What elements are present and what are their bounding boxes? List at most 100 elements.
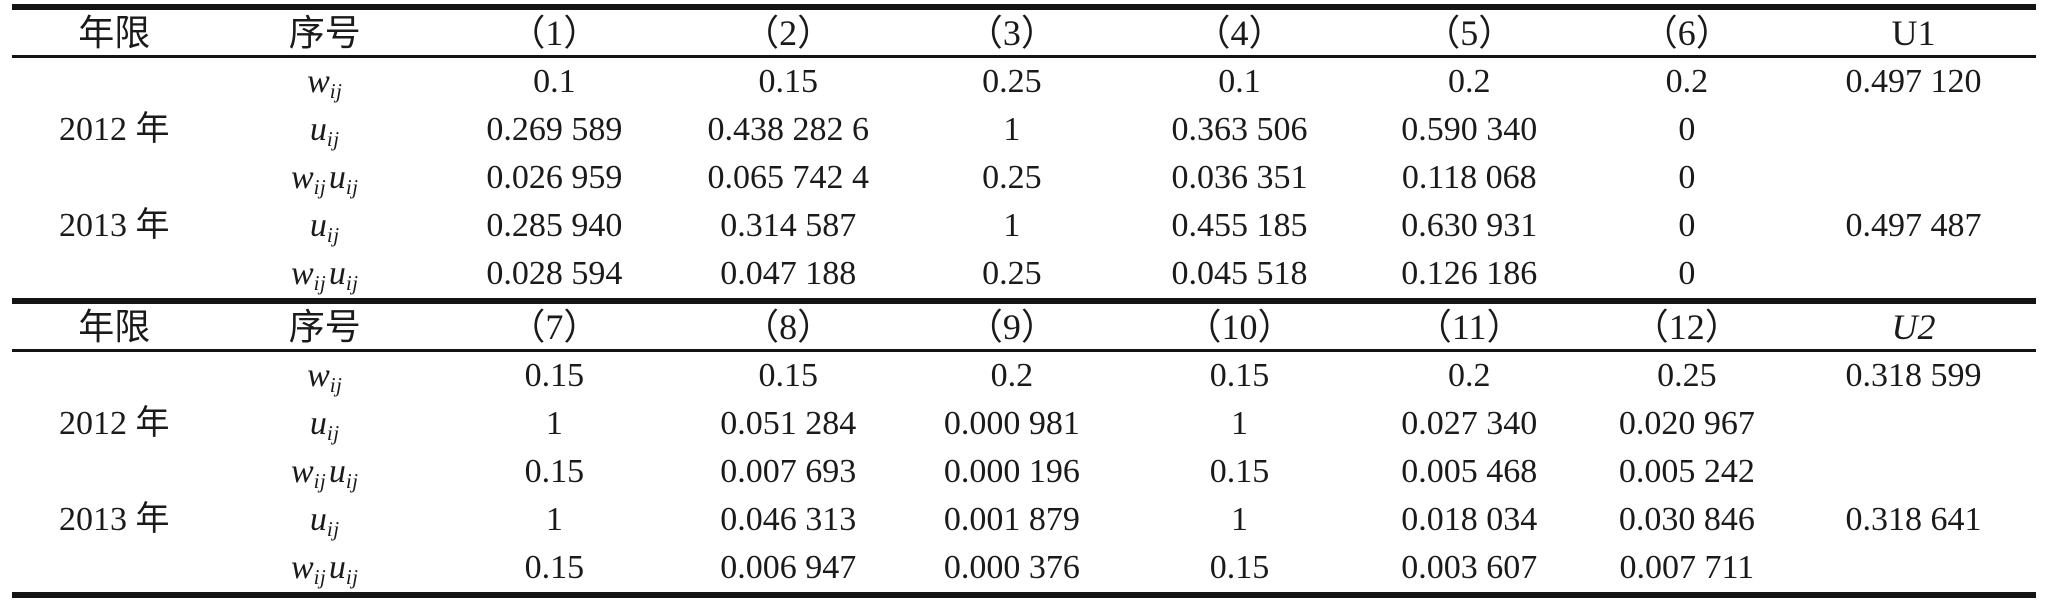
header-row: 年限 序号 （7） （8） （9） （10） （11） （12） U2 [12, 304, 2036, 352]
value-cell-4: 1 [1231, 405, 1249, 442]
column-header-7: （12） [1632, 306, 1741, 347]
value-cell-3: 0.000 981 [943, 405, 1080, 442]
year-cell: 2012 年 [58, 111, 170, 148]
value-cell-5: 0.027 340 [1401, 405, 1538, 442]
row-label-cell: wijuij [216, 255, 433, 295]
value-cell-2: 0.047 188 [720, 255, 857, 292]
value-cell-1: 0.15 [524, 549, 585, 586]
math-var-wu: wijuij [290, 255, 359, 295]
math-var-wu: wijuij [290, 549, 359, 589]
header-row: 年限 序号 （1） （2） （3） （4） （5） （6） U1 [12, 10, 2036, 58]
table-row: wij 0.1 0.15 0.25 0.1 0.2 0.2 0.497 120 [12, 58, 2036, 106]
math-var-u: uij [309, 405, 340, 445]
table-section-lower: 年限 序号 （7） （8） （9） （10） （11） （12） U2 wij 0.15 0.15 0.… [12, 304, 2036, 592]
value-cell-2: 0.007 693 [720, 453, 857, 490]
u-value-cell: 0.497 487 [1845, 207, 1982, 244]
column-header-4: （3） [966, 12, 1057, 53]
math-var-w: wij [307, 63, 343, 103]
value-cell-6: 0 [1678, 159, 1696, 196]
value-cell-4: 0.1 [1218, 63, 1261, 100]
table-row: wijuij 0.026 959 0.065 742 4 0.25 0.036 351 0… [12, 154, 2036, 202]
table-row: 2012 年 uij 0.269 589 0.438 282 6 1 0.363 506 0… [12, 106, 2036, 154]
membership-weights-table: 年限 序号 （1） （2） （3） （4） （5） （6） U1 wij 0.1 0.15 0.25 0.… [12, 4, 2036, 598]
row-label-cell: wij [216, 63, 433, 103]
column-header-6: （11） [1415, 306, 1523, 347]
column-header-u: U2 [1891, 306, 1936, 347]
value-cell-4: 0.363 506 [1171, 111, 1308, 148]
column-header-7: （6） [1641, 12, 1732, 53]
year-cell: 2013 年 [58, 501, 170, 538]
column-header-6: （5） [1424, 12, 1515, 53]
row-label-cell: wij [216, 359, 433, 396]
value-cell-2: 0.065 742 4 [707, 159, 869, 196]
u-value-cell: 0.318 599 [1845, 357, 1982, 394]
value-cell-3: 0.000 196 [943, 453, 1080, 490]
value-cell-4: 0.15 [1209, 549, 1270, 586]
row-label-cell: uij [216, 405, 433, 445]
table-row: wij 0.15 0.15 0.2 0.15 0.2 0.25 0.318 599 [12, 352, 2036, 400]
value-cell-5: 0.2 [1447, 63, 1491, 100]
value-cell-4: 0.045 518 [1171, 255, 1308, 292]
value-cell-5: 0.630 931 [1401, 207, 1538, 244]
value-cell-5: 0.2 [1447, 357, 1491, 394]
value-cell-3: 0.25 [982, 255, 1042, 292]
value-cell-6: 0 [1678, 207, 1696, 244]
value-cell-5: 0.005 468 [1401, 453, 1538, 490]
year-cell: 2013 年 [58, 207, 170, 244]
value-cell-4: 1 [1231, 501, 1249, 538]
value-cell-1: 1 [545, 405, 563, 442]
value-cell-3: 1 [1003, 207, 1021, 244]
u-value-cell: 0.497 120 [1845, 63, 1982, 100]
value-cell-4: 0.036 351 [1171, 159, 1308, 196]
value-cell-6: 0.2 [1665, 63, 1709, 100]
value-cell-3: 0.25 [982, 63, 1042, 100]
value-cell-3: 0.2 [990, 357, 1034, 394]
year-cell: 2012 年 [58, 405, 170, 442]
value-cell-5: 0.018 034 [1401, 501, 1538, 538]
value-cell-6: 0.25 [1657, 357, 1717, 394]
value-cell-1: 0.15 [524, 357, 585, 394]
table-row: wijuij 0.028 594 0.047 188 0.25 0.045 518 0.1… [12, 250, 2036, 298]
value-cell-3: 0.001 879 [943, 501, 1080, 538]
row-label-cell: wijuij [216, 455, 433, 492]
value-cell-2: 0.314 587 [720, 207, 857, 244]
table-row: 2012 年 uij 1 0.051 284 0.000 981 1 0.027 340 0.… [12, 400, 2036, 448]
value-cell-3: 0.25 [982, 159, 1042, 196]
row-label-cell: uij [216, 501, 433, 541]
row-label-cell: uij [216, 113, 433, 150]
column-header-2: （1） [509, 12, 600, 53]
value-cell-6: 0.005 242 [1618, 453, 1755, 490]
value-cell-1: 0.285 940 [486, 207, 623, 244]
table-row: 2013 年 uij 1 0.046 313 0.001 879 1 0.018 034 0.… [12, 496, 2036, 544]
value-cell-2: 0.051 284 [720, 405, 857, 442]
column-header-5: （4） [1194, 12, 1285, 53]
table-row: 2013 年 uij 0.285 940 0.314 587 1 0.455 185 0.6… [12, 202, 2036, 250]
value-cell-6: 0.020 967 [1618, 405, 1755, 442]
value-cell-2: 0.046 313 [720, 501, 857, 538]
value-cell-2: 0.15 [758, 63, 818, 100]
value-cell-6: 0 [1678, 255, 1696, 292]
section-divider-rule [12, 298, 2036, 304]
row-label-cell: wijuij [216, 161, 433, 198]
row-label-cell: uij [216, 209, 433, 246]
value-cell-4: 0.15 [1209, 357, 1270, 394]
value-cell-5: 0.118 068 [1401, 159, 1537, 196]
row-label-cell: wijuij [216, 549, 433, 589]
column-header-5: （10） [1185, 306, 1294, 347]
column-header-3: （2） [743, 12, 834, 53]
value-cell-3: 1 [1003, 111, 1021, 148]
column-header-0: 年限 [78, 306, 151, 347]
table-row: wijuij 0.15 0.006 947 0.000 376 0.15 0.003 60… [12, 544, 2036, 592]
column-header-u: U1 [1891, 12, 1936, 53]
value-cell-1: 0.269 589 [486, 111, 623, 148]
math-var-u: uij [309, 501, 340, 541]
column-header-1: 序号 [288, 306, 361, 347]
value-cell-6: 0.030 846 [1618, 501, 1755, 538]
value-cell-5: 0.003 607 [1401, 549, 1538, 586]
value-cell-3: 0.000 376 [943, 549, 1080, 586]
value-cell-1: 0.028 594 [486, 255, 623, 292]
column-header-4: （9） [966, 306, 1057, 347]
value-cell-5: 0.126 186 [1401, 255, 1538, 292]
value-cell-4: 0.455 185 [1171, 207, 1308, 244]
